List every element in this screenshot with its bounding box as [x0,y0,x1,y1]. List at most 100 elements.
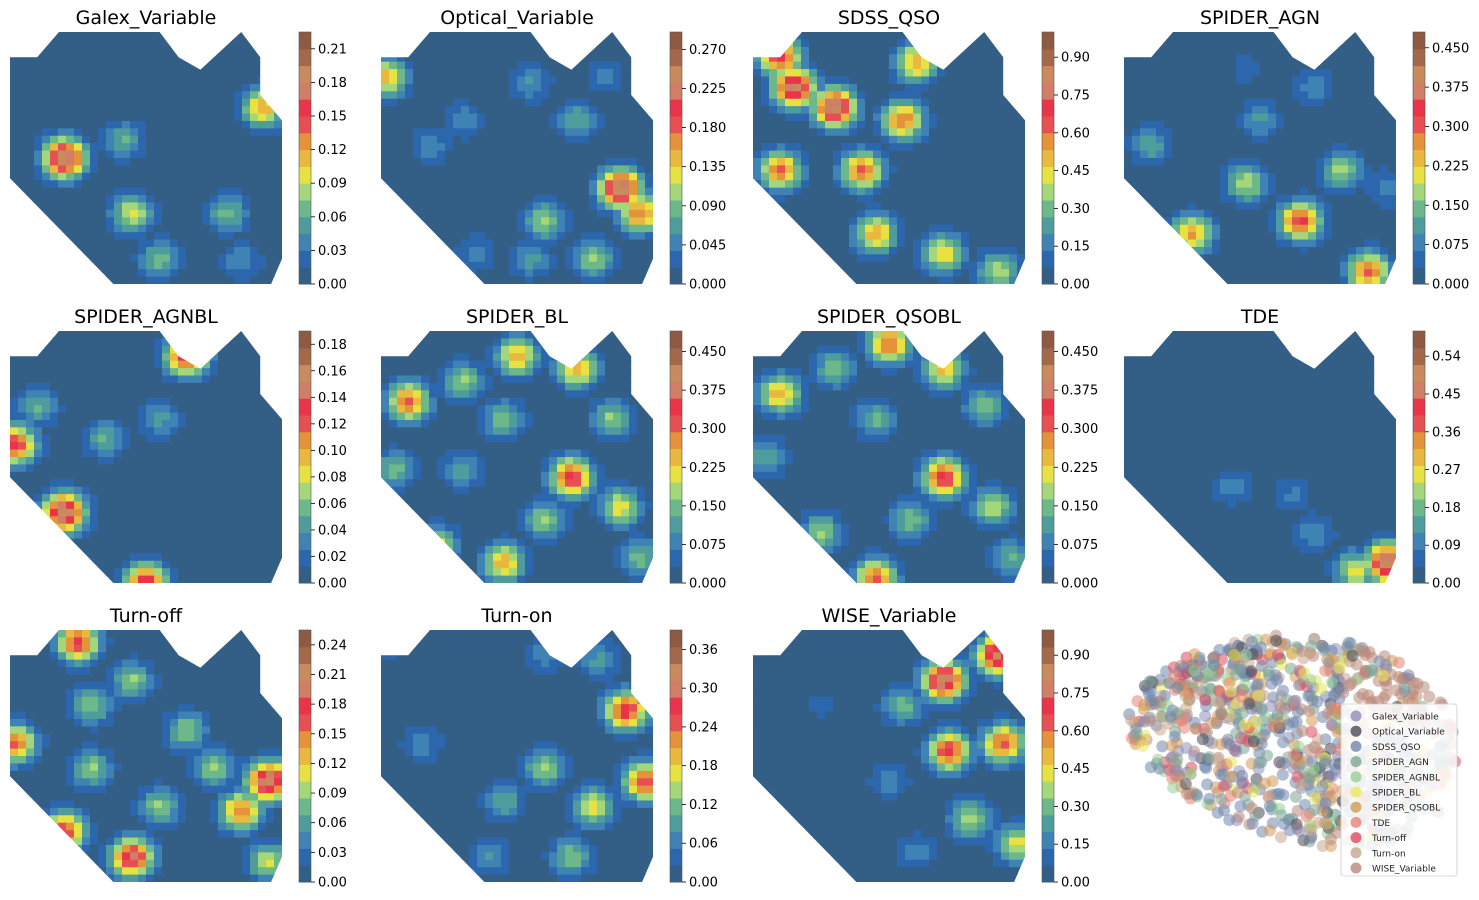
colorbar-tick-label: 0.450 [689,345,726,360]
colorbar-tick-label: 0.06 [689,837,718,852]
scatter-point [1275,658,1288,671]
colorbar-tick-label: 0.90 [1061,649,1090,664]
panel-galex-variable: Galex_Variable0.000.030.060.090.120.150.… [10,7,347,293]
colorbar-tick-label: 0.15 [318,110,347,125]
colorbar-tick-label: 0.54 [1432,350,1461,365]
scatter-panel: Galex_Variable Optical_Variable SDSS_QSO SP… [1123,629,1462,877]
scatter-point [1253,756,1265,769]
scatter-point [1296,724,1309,737]
scatter-point [1180,787,1193,800]
colorbar-tick-label: 0.15 [1061,838,1090,853]
colorbar: 0.00 0.02 0.04 0.06 0.08 0.10 0.12 0.14 0.16 0.18 [298,330,347,592]
scatter-point [1377,691,1390,704]
legend-marker [1350,847,1362,859]
colorbar: 0.00 0.15 0.30 0.45 0.60 0.75 0.90 [1041,31,1090,293]
scatter-point [1212,696,1224,708]
colorbar-tick-label: 0.36 [689,643,718,658]
scatter-point [1208,659,1221,672]
colorbar-tick-label: 0.03 [318,846,347,861]
legend-label: Turn-off [1371,834,1407,844]
colorbar-tick-label: 0.135 [689,160,726,175]
colorbar-tick-label: 0.30 [1061,202,1090,217]
scatter-point [1333,661,1346,674]
scatter-point [1289,790,1302,803]
scatter-point [1239,718,1251,731]
colorbar-tick-label: 0.00 [318,876,347,891]
scatter-point [1230,727,1242,740]
contour-field [753,331,1025,583]
colorbar: 0.00 0.09 0.18 0.27 0.36 0.45 0.54 [1412,330,1461,592]
panel-spider-agnbl: SPIDER_AGNBL 0.00 0.02 0.04 0.06 0.08 0.10 0.12… [10,306,347,592]
scatter-point [1167,781,1180,794]
scatter-point [1204,682,1217,695]
legend-label: SPIDER_AGNBL [1372,773,1440,783]
scatter-point [1305,640,1318,653]
colorbar-tick-label: 0.225 [689,461,726,476]
scatter-point [1144,714,1157,727]
scatter-point [1331,725,1344,738]
legend-marker [1350,710,1362,722]
scatter-point [1168,669,1181,682]
colorbar-tick-label: 0.09 [318,177,347,192]
colorbar-tick-label: 0.00 [1061,876,1090,891]
scatter-point [1284,662,1297,675]
scatter-point [1213,643,1226,656]
scatter-legend: Galex_Variable Optical_Variable SDSS_QSO SP… [1340,703,1458,877]
colorbar-tick-label: 0.45 [1061,164,1090,179]
legend-marker [1350,816,1362,828]
scatter-point [1308,792,1321,804]
scatter-point [1326,676,1338,689]
scatter-point [1288,748,1300,761]
scatter-point [1423,690,1436,703]
colorbar-tick-label: 0.450 [1061,345,1098,360]
scatter-point [1318,641,1331,654]
legend-marker [1350,740,1362,752]
scatter-point [1156,740,1169,753]
contour-field [1124,331,1396,583]
scatter-point [1223,738,1236,751]
colorbar-tick-label: 0.045 [689,238,726,253]
legend-marker [1350,862,1362,874]
scatter-point [1295,779,1308,792]
scatter-point [1307,649,1320,662]
contour-field [381,32,653,284]
contour-field [10,32,282,284]
scatter-point [1286,648,1299,661]
scatter-point [1136,739,1149,752]
scatter-point [1251,678,1264,691]
scatter-point [1402,669,1415,682]
scatter-point [1247,735,1260,748]
scatter-point [1378,650,1391,663]
scatter-point [1247,785,1260,798]
contour-field [753,630,1025,882]
contour-field [381,630,653,882]
scatter-point [1316,840,1329,852]
contour-field [10,630,282,882]
colorbar-tick-label: 0.225 [1061,461,1098,476]
legend-marker [1350,725,1362,737]
colorbar-tick-label: 0.12 [318,417,347,432]
scatter-point [1263,800,1276,813]
scatter-point [1272,648,1284,661]
scatter-point [1275,701,1287,714]
panel-title: SPIDER_BL [466,306,568,328]
scatter-point [1356,688,1369,700]
scatter-point [1190,788,1203,801]
scatter-point [1254,641,1267,654]
scatter-point [1305,714,1318,727]
scatter-point [1164,710,1177,723]
colorbar-tick-label: 0.06 [318,497,347,512]
scatter-point [1263,824,1276,837]
colorbar: 0.000 0.075 0.150 0.225 0.300 0.375 0.450 [1041,330,1098,592]
scatter-point [1311,695,1324,708]
legend-marker [1350,801,1362,813]
scatter-point [1344,637,1357,650]
scatter-point [1328,758,1341,771]
scatter-point [1331,826,1343,839]
scatter-point [1245,802,1258,815]
scatter-point [1217,779,1230,792]
scatter-point [1170,764,1183,777]
colorbar-tick-label: 0.18 [689,759,718,774]
colorbar-tick-label: 0.75 [1061,687,1090,702]
